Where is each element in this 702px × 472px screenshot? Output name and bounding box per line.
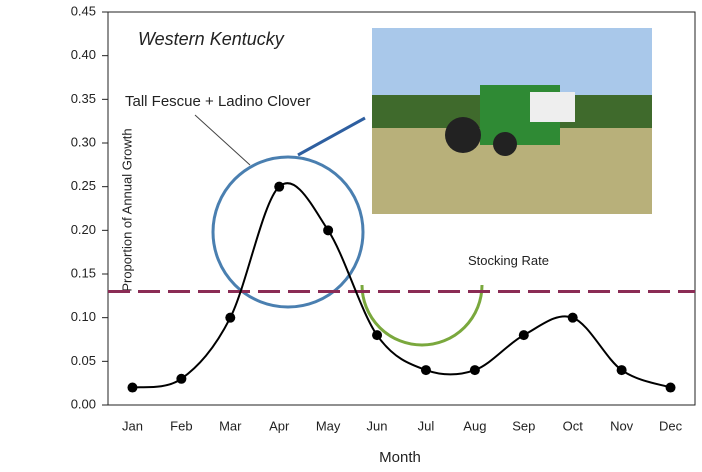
x-tick-label: Feb	[170, 418, 192, 433]
x-tick-label: Sep	[512, 418, 535, 433]
data-point	[225, 312, 236, 323]
data-point	[420, 365, 431, 376]
x-tick-label: Apr	[269, 418, 290, 433]
y-tick-label: 0.10	[71, 309, 96, 324]
x-tick-label: Jul	[418, 418, 435, 433]
y-tick-label: 0.45	[71, 3, 96, 18]
y-tick-label: 0.05	[71, 353, 96, 368]
x-tick-label: Aug	[463, 418, 486, 433]
annotation-arrow	[194, 114, 251, 166]
chart-title: Western Kentucky	[138, 29, 285, 49]
data-point	[665, 382, 676, 393]
y-tick-label: 0.25	[71, 178, 96, 193]
data-point	[372, 330, 383, 341]
x-tick-label: Mar	[219, 418, 242, 433]
annotation: Tall Fescue + Ladino Clover	[125, 93, 311, 110]
y-axis-label: Proportion of Annual Growth	[119, 128, 134, 291]
deficit-arc	[360, 284, 484, 347]
y-tick-label: 0.00	[71, 396, 96, 411]
data-point	[274, 181, 285, 192]
y-tick-label: 0.30	[71, 134, 96, 149]
data-point	[518, 330, 529, 341]
y-tick-label: 0.20	[71, 222, 96, 237]
photo	[372, 28, 652, 214]
x-tick-label: May	[316, 418, 341, 433]
x-tick-label: Dec	[659, 418, 683, 433]
x-tick-label: Jan	[122, 418, 143, 433]
x-tick-label: Nov	[610, 418, 634, 433]
plot-frame	[107, 11, 696, 406]
data-point	[469, 365, 480, 376]
photo-arrow	[297, 116, 366, 157]
x-tick-label: Oct	[563, 418, 584, 433]
data-point	[323, 225, 334, 236]
y-tick-label: 0.35	[71, 91, 96, 106]
data-point	[567, 312, 578, 323]
data-point	[616, 365, 627, 376]
y-tick-label: 0.40	[71, 47, 96, 62]
y-tick-label: 0.15	[71, 265, 96, 280]
data-point	[176, 373, 187, 384]
highlight-circle	[211, 155, 365, 309]
data-point	[127, 382, 138, 393]
x-axis-label: Month	[379, 449, 421, 466]
stocking-rate-label: Stocking Rate	[468, 253, 549, 268]
x-tick-label: Jun	[367, 418, 388, 433]
